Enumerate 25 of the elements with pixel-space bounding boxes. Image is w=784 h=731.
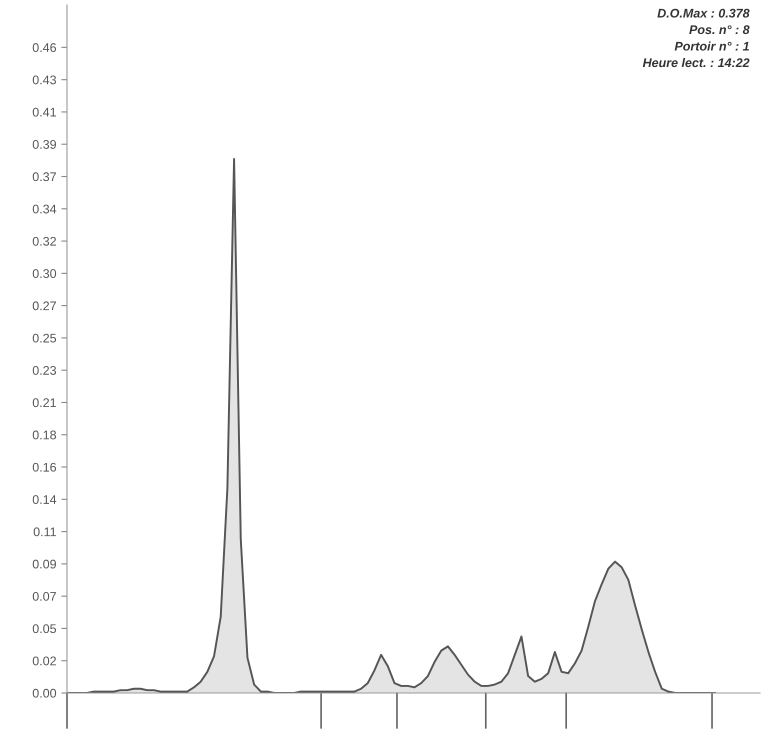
y-tick-label: 0.14: [32, 495, 56, 504]
y-tick-label: 0.00: [32, 688, 56, 698]
y-tick-label: 0.46: [32, 43, 56, 52]
y-tick-label: 0.11: [34, 527, 56, 536]
y-tick-label: 0.18: [32, 430, 56, 440]
y-tick-label: 0.41: [32, 108, 56, 117]
y-tick-label: 0.37: [32, 172, 56, 182]
y-tick-label: 0.39: [32, 140, 56, 149]
y-tick-label: 0.21: [32, 398, 56, 408]
y-tick-label: 0.34: [32, 204, 56, 214]
y-tick-label: 0.09: [32, 560, 56, 569]
y-tick-label: 0.02: [32, 656, 56, 666]
y-tick-label: 0.07: [32, 592, 56, 601]
y-tick-label: 0.05: [32, 624, 56, 634]
annotation: Heure lect. : 14:22: [642, 58, 750, 68]
annotation: Portoir n° : 1: [674, 41, 749, 51]
y-tick-label: 0.32: [32, 236, 56, 246]
annotation: D.O.Max : 0.378: [657, 8, 750, 18]
y-tick-label: 0.16: [32, 462, 56, 472]
y-tick-label: 0.27: [32, 301, 56, 310]
y-tick-label: 0.30: [32, 269, 56, 278]
y-tick-label: 0.25: [32, 334, 56, 343]
y-tick-label: 0.23: [32, 366, 56, 375]
y-tick-label: 0.43: [32, 75, 56, 84]
annotation: Pos. n° : 8: [689, 25, 750, 34]
